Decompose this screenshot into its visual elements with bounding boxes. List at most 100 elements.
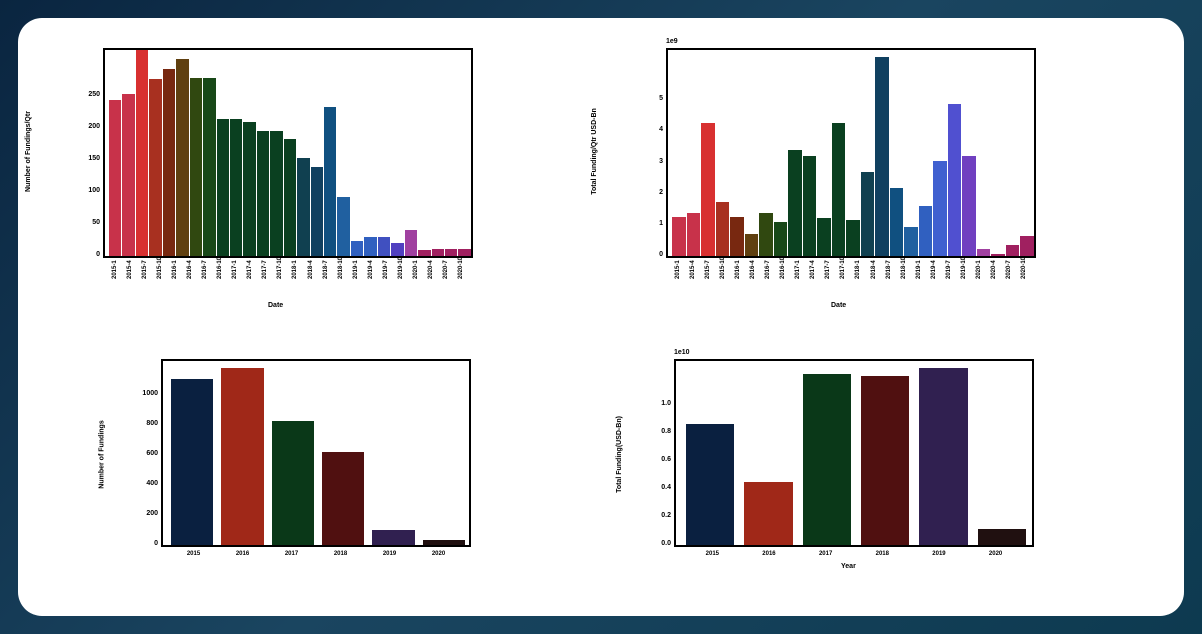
xtick-label: 2020-7	[443, 271, 449, 279]
bar	[311, 167, 323, 256]
bar	[788, 150, 802, 256]
ytick-label: 1.0	[661, 400, 671, 407]
chart-top-right-axes	[666, 48, 1036, 258]
chart-top-left-xticks: 2015-12015-42015-72015-102016-12016-4201…	[107, 272, 469, 278]
bar	[716, 202, 730, 256]
chart-top-left-axes	[103, 48, 473, 258]
ytick-label: 1000	[142, 390, 158, 397]
xtick-label: 2016-1	[735, 271, 741, 279]
ytick-label: 0.4	[661, 484, 671, 491]
bar	[163, 69, 175, 256]
ytick-label: 1	[659, 220, 663, 227]
ytick-label: 0.8	[661, 428, 671, 435]
ytick-label: 200	[146, 510, 158, 517]
bar	[686, 424, 734, 545]
bar	[730, 217, 744, 256]
xtick-label: 2019-1	[916, 271, 922, 279]
xtick-label: 2016-4	[187, 271, 193, 279]
ytick-label: 50	[92, 219, 100, 226]
xtick-label: 2020-10	[458, 271, 464, 279]
xtick-label: 2016-1	[172, 271, 178, 279]
bar	[962, 156, 976, 256]
bar	[991, 254, 1005, 256]
chart-bottom-right: 1e10 Total Funding(USD-Bn) 1.00.80.60.40…	[611, 351, 1154, 596]
bar	[217, 119, 229, 256]
ytick-label: 0	[154, 540, 158, 547]
bar	[919, 368, 967, 546]
ytick-label: 150	[88, 155, 100, 162]
chart-top-left-ylabel: Number of Fundings/Qtr	[25, 111, 32, 192]
ytick-label: 800	[146, 420, 158, 427]
bar	[445, 249, 457, 256]
bar	[351, 241, 363, 256]
bar	[176, 59, 188, 256]
bar	[745, 234, 759, 256]
bar	[933, 161, 947, 256]
bar	[458, 249, 470, 256]
bar	[701, 123, 715, 256]
bar	[846, 220, 860, 256]
chart-top-right-xticks: 2015-12015-42015-72015-102016-12016-4201…	[670, 272, 1032, 278]
xtick-label: 2015-7	[705, 271, 711, 279]
bar	[803, 156, 817, 256]
xtick-label: 2017-4	[247, 271, 253, 279]
xtick-label: 2017-4	[810, 271, 816, 279]
xtick-label: 2019-4	[931, 271, 937, 279]
xtick-label: 2016-7	[765, 271, 771, 279]
bar	[322, 452, 364, 546]
chart-bottom-right-xlabel: Year	[841, 563, 856, 570]
chart-bottom-right-yticks: 1.00.80.60.40.20.0	[647, 359, 671, 547]
ytick-label: 100	[88, 187, 100, 194]
chart-bottom-left-xticks: 201520162017201820192020	[169, 551, 463, 557]
xtick-label: 2019-1	[353, 271, 359, 279]
xtick-label: 2019-10	[398, 271, 404, 279]
xtick-label: 2015-1	[675, 271, 681, 279]
xtick-label: 2017-7	[262, 271, 268, 279]
xtick-label: 2015-4	[127, 271, 133, 279]
xtick-label: 2017-10	[277, 271, 283, 279]
bar	[122, 94, 134, 256]
bar	[978, 529, 1026, 545]
xtick-label: 2018-10	[338, 271, 344, 279]
xtick-label: 2018-1	[855, 271, 861, 279]
bar	[364, 237, 376, 256]
xtick-label: 2018-10	[901, 271, 907, 279]
xtick-label: 2015-10	[157, 271, 163, 279]
xtick-label: 2015-10	[720, 271, 726, 279]
xtick-label: 2015-1	[112, 271, 118, 279]
xtick-label: 2020-4	[991, 271, 997, 279]
chart-bottom-left-yticks: 10008006004002000	[130, 359, 158, 547]
chart-top-right-xlabel: Date	[831, 302, 846, 309]
bar	[861, 376, 909, 546]
chart-top-right-yticks: 543210	[645, 48, 663, 258]
xtick-label: 2015	[706, 551, 719, 557]
bar	[672, 217, 686, 256]
chart-bottom-right-axes	[674, 359, 1034, 547]
xtick-label: 2016-7	[202, 271, 208, 279]
xtick-label: 2019	[383, 551, 396, 557]
xtick-label: 2019-7	[946, 271, 952, 279]
xtick-label: 2019-10	[961, 271, 967, 279]
xtick-label: 2018	[334, 551, 347, 557]
xtick-label: 2017-1	[232, 271, 238, 279]
xtick-label: 2018-4	[308, 271, 314, 279]
chart-top-left: Number of Fundings/Qtr 250200150100500 2…	[48, 38, 591, 331]
xtick-label: 2020-10	[1021, 271, 1027, 279]
xtick-label: 2016-10	[217, 271, 223, 279]
chart-top-right-ylabel: Total Funding/Qtr USD-Bn	[591, 108, 598, 195]
bar	[1006, 245, 1020, 256]
bar	[875, 57, 889, 256]
bar	[432, 249, 444, 256]
xtick-label: 2018-4	[871, 271, 877, 279]
xtick-label: 2018-1	[292, 271, 298, 279]
chart-bottom-left-ylabel: Number of Fundings	[99, 421, 106, 489]
bar	[817, 218, 831, 256]
ytick-label: 4	[659, 126, 663, 133]
xtick-label: 2017	[819, 551, 832, 557]
xtick-label: 2017-10	[840, 271, 846, 279]
ytick-label: 0	[659, 251, 663, 258]
chart-top-right: 1e9 Total Funding/Qtr USD-Bn 543210 2015…	[611, 38, 1154, 331]
bar	[803, 374, 851, 545]
bar	[418, 250, 430, 256]
bar	[337, 197, 349, 256]
